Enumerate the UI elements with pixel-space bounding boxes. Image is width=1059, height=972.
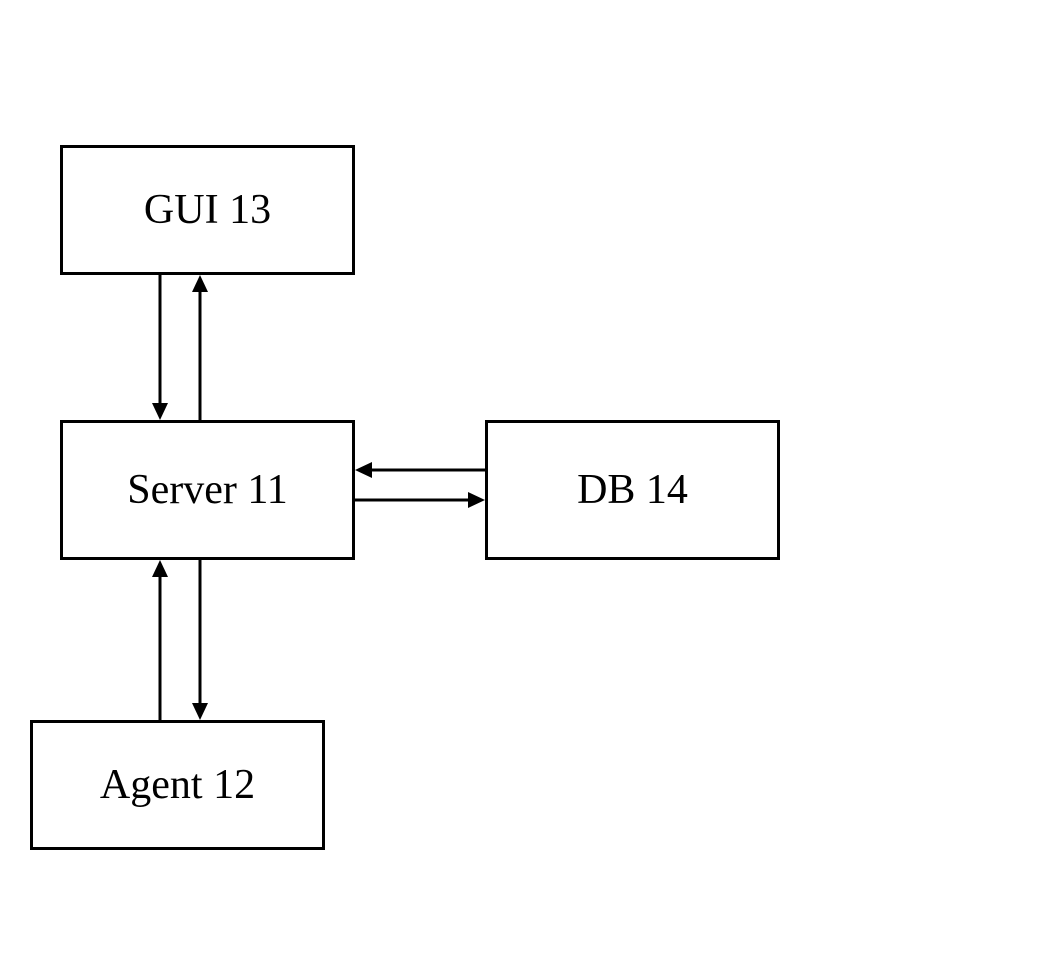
arrow-server-agent xyxy=(140,560,240,720)
node-server: Server 11 xyxy=(60,420,355,560)
node-db: DB 14 xyxy=(485,420,780,560)
node-gui: GUI 13 xyxy=(60,145,355,275)
arrow-server-db xyxy=(355,455,485,525)
node-label-gui: GUI 13 xyxy=(144,186,271,234)
node-label-server: Server 11 xyxy=(127,466,288,514)
arrow-gui-server xyxy=(140,275,240,420)
node-agent: Agent 12 xyxy=(30,720,325,850)
node-label-agent: Agent 12 xyxy=(100,761,255,809)
node-label-db: DB 14 xyxy=(577,466,688,514)
